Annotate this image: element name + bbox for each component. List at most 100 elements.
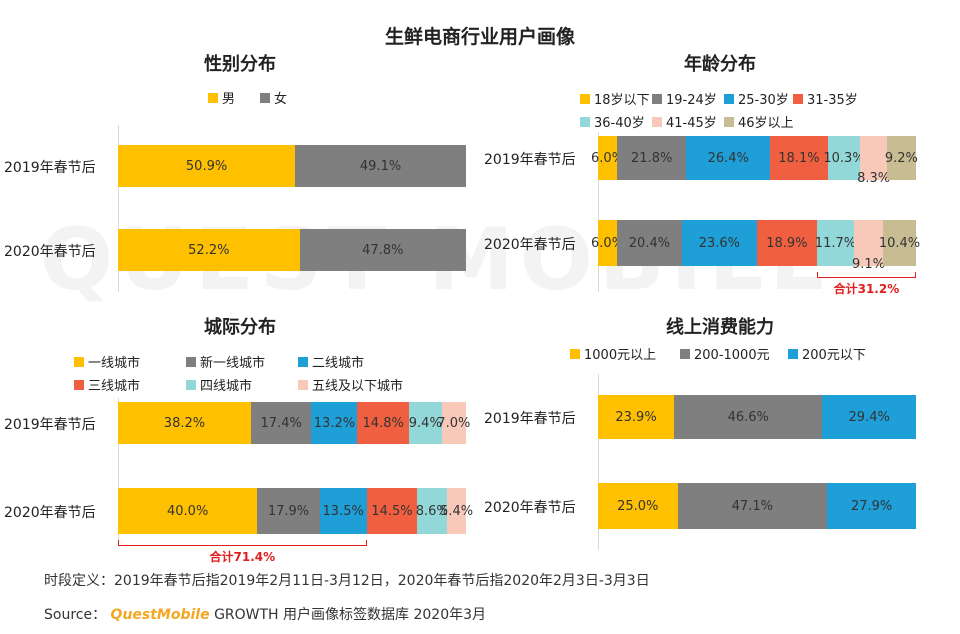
legend-swatch: [74, 379, 84, 390]
bar-row: 52.2% 47.8%: [118, 229, 466, 271]
data-label: 10.4%: [878, 235, 921, 251]
legend-item: 41-45岁: [652, 112, 717, 131]
bar-segment: 14.5%: [366, 488, 418, 534]
category-label: 2020年春节后: [484, 237, 576, 253]
data-label: 8.3%: [857, 171, 891, 186]
data-label: 9.2%: [884, 150, 918, 166]
bar-segment: 25.0%: [598, 483, 678, 529]
source-brand: QuestMobile: [110, 607, 210, 623]
bar-segment: 5.4%: [440, 488, 473, 534]
data-label: 9.4%: [408, 415, 442, 431]
data-label: 47.8%: [362, 242, 404, 258]
source-line: Source： QuestMobile GROWTH 用户画像标签数据库 202…: [44, 604, 486, 624]
legend-item: 36-40岁: [580, 112, 645, 131]
data-label: 47.1%: [731, 498, 774, 514]
legend-swatch: [788, 348, 798, 359]
source-rest: GROWTH 用户画像标签数据库 2020年3月: [214, 607, 487, 623]
legend-item: 18岁以下: [580, 89, 650, 108]
legend-item: 女: [260, 88, 287, 107]
legend-swatch: [570, 348, 580, 359]
legend-label: 一线城市: [88, 356, 141, 371]
data-label: 40.0%: [167, 503, 209, 519]
chart-title: 城际分布: [204, 317, 276, 338]
bar-segment: 7.0%: [437, 402, 470, 444]
legend-item: 25-30岁: [724, 89, 789, 108]
bar-segment: 17.9%: [257, 488, 320, 534]
bar-segment: 40.0%: [118, 488, 258, 534]
chart-title: 线上消费能力: [666, 317, 774, 338]
legend-label: 200-1000元: [694, 348, 770, 363]
legend-item: 二线城市: [298, 352, 364, 371]
bar-segment: 8.3%: [857, 136, 890, 186]
bar-segment: 21.8%: [617, 136, 687, 180]
data-label: 8.6%: [415, 503, 449, 519]
legend-label: 女: [274, 92, 288, 107]
data-label: 11.7%: [814, 235, 857, 251]
data-label: 20.4%: [628, 235, 671, 251]
bar-row: 25.0% 47.1% 27.9%: [598, 483, 916, 529]
legend-item: 男: [208, 88, 235, 107]
bar-segment: 27.9%: [827, 483, 916, 529]
legend-swatch: [793, 93, 803, 104]
legend-label: 新一线城市: [200, 356, 266, 371]
data-label: 38.2%: [163, 415, 206, 431]
data-label: 23.6%: [698, 235, 740, 251]
legend-label: 46岁以上: [738, 116, 794, 131]
bar-segment: 11.7%: [814, 220, 857, 266]
bar-segment: 6.0%: [591, 136, 624, 180]
bar-row: 6.0% 20.4% 23.6% 18.9% 11.7% 9.1% 10.4%: [591, 220, 920, 272]
legend-label: 男: [222, 92, 236, 107]
data-label: 29.4%: [848, 409, 890, 425]
data-label: 5.4%: [440, 503, 474, 519]
legend-swatch: [186, 356, 196, 367]
bar-row: 38.2% 17.4% 13.2% 14.8% 9.4% 7.0%: [118, 402, 470, 444]
legend-label: 25-30岁: [738, 93, 789, 108]
axis-line: [598, 132, 599, 292]
data-label: 27.9%: [850, 498, 893, 514]
legend-swatch: [298, 379, 308, 390]
legend-swatch: [74, 356, 84, 367]
bar-segment: 26.4%: [686, 136, 771, 180]
data-label: 6.0%: [591, 150, 625, 166]
bar-segment: 8.6%: [415, 488, 449, 534]
bar-segment: 10.3%: [823, 136, 865, 180]
legend-swatch: [652, 116, 662, 127]
data-label: 14.8%: [362, 415, 404, 431]
bar-segment: 49.1%: [295, 145, 466, 187]
legend-item: 新一线城市: [186, 352, 265, 371]
bar-segment: 13.2%: [311, 402, 358, 444]
category-label: 2019年春节后: [484, 152, 576, 168]
data-label: 18.1%: [778, 150, 820, 166]
footnote: 时段定义：2019年春节后指2019年2月11日-3月12日，2020年春节后指…: [44, 573, 650, 589]
data-label: 7.0%: [437, 415, 471, 431]
bar-segment: 9.2%: [884, 136, 918, 180]
data-label: 23.9%: [615, 409, 657, 425]
legend-swatch: [724, 93, 734, 104]
data-label: 6.0%: [591, 235, 625, 251]
data-label: 18.9%: [766, 235, 808, 251]
bar-segment: 13.5%: [319, 488, 367, 534]
legend-swatch: [680, 348, 690, 359]
legend-swatch: [260, 92, 270, 103]
data-label: 25.0%: [617, 498, 659, 514]
legend-item: 19-24岁: [652, 89, 717, 108]
category-label: 2020年春节后: [4, 505, 96, 521]
legend-item: 46岁以上: [724, 112, 794, 131]
bar-segment: 17.4%: [250, 402, 312, 444]
legend-label: 31-35岁: [807, 93, 858, 108]
bar-row: 23.9% 46.6% 29.4%: [598, 395, 916, 439]
data-label: 13.5%: [322, 503, 364, 519]
chart-title: 年龄分布: [684, 54, 756, 75]
bar-row: 6.0% 21.8% 26.4% 18.1% 10.3% 8.3% 9.2%: [591, 136, 918, 186]
legend-label: 19-24岁: [666, 93, 717, 108]
legend-label: 五线及以下城市: [312, 379, 404, 394]
legend-item: 四线城市: [186, 375, 252, 394]
data-label: 13.2%: [313, 415, 356, 431]
legend-swatch: [652, 93, 662, 104]
legend-label: 1000元以上: [584, 348, 657, 363]
legend-label: 三线城市: [88, 379, 141, 394]
bar-row: 40.0% 17.9% 13.5% 14.5% 8.6% 5.4%: [118, 488, 473, 534]
bar-segment: 23.6%: [681, 220, 757, 266]
annotation-bracket: [816, 272, 916, 278]
bar-segment: 50.9%: [118, 145, 296, 187]
